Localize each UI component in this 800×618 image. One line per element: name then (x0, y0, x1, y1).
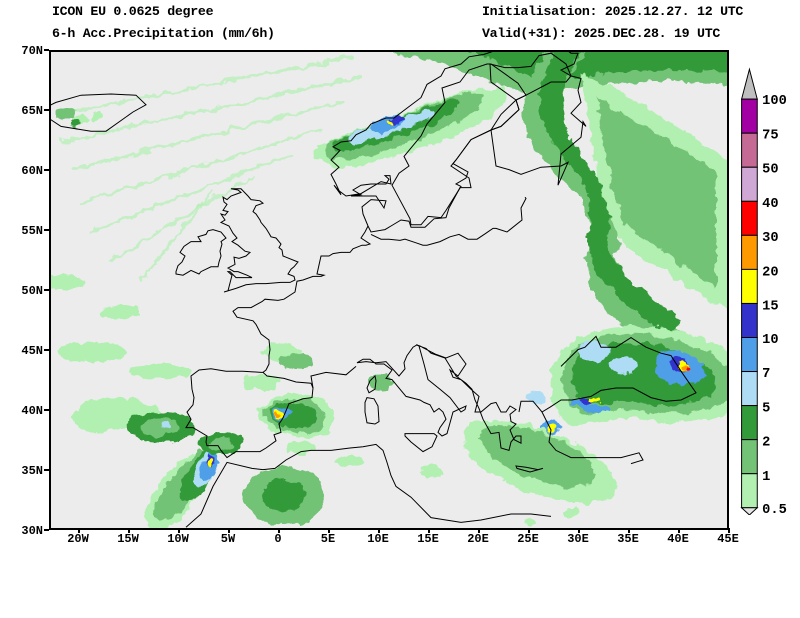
svg-text:40: 40 (762, 197, 778, 212)
svg-text:50: 50 (762, 163, 778, 178)
svg-text:1: 1 (762, 470, 770, 485)
svg-text:15: 15 (762, 300, 778, 315)
svg-text:100: 100 (762, 94, 787, 109)
svg-text:2: 2 (762, 436, 770, 451)
svg-text:75: 75 (762, 128, 778, 143)
svg-text:7: 7 (762, 367, 770, 382)
svg-text:0.5: 0.5 (762, 503, 787, 515)
svg-text:5: 5 (762, 401, 770, 416)
svg-text:30: 30 (762, 231, 778, 246)
svg-text:10: 10 (762, 333, 778, 348)
svg-text:20: 20 (762, 265, 778, 280)
